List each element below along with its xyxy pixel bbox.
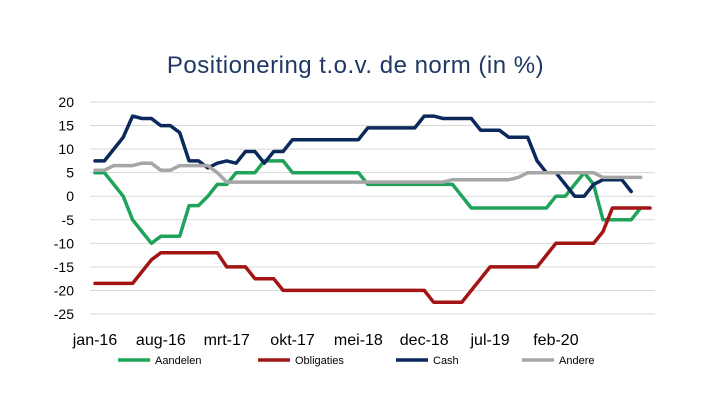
chart-title: Positionering t.o.v. de norm (in %) — [166, 52, 545, 79]
legend-label-aandelen: Aandelen — [155, 355, 202, 367]
y-tick-label: -25 — [54, 306, 74, 322]
y-tick-label: -10 — [54, 235, 74, 251]
legend-label-cash: Cash — [433, 355, 459, 367]
x-tick-label: aug-16 — [136, 332, 186, 349]
y-axis-ticks: 20 15 10 5 0 -5 -10 -15 -20 -25 — [54, 94, 74, 322]
legend-label-obligaties: Obligaties — [295, 355, 344, 367]
y-tick-label: 0 — [66, 188, 74, 204]
gridlines — [90, 101, 655, 315]
series-line-andere — [93, 161, 643, 184]
x-tick-label: jul-19 — [470, 332, 510, 349]
x-tick-label: okt-17 — [270, 332, 315, 349]
y-tick-label: 15 — [58, 118, 74, 134]
y-tick-label: -15 — [54, 259, 74, 275]
x-tick-label: jan-16 — [72, 332, 118, 349]
series-line-obligaties — [93, 206, 652, 304]
y-tick-label: -20 — [54, 282, 74, 298]
y-tick-label: 10 — [58, 141, 74, 157]
series-lines — [93, 114, 652, 304]
x-tick-label: dec-18 — [400, 332, 449, 349]
legend: Aandelen Obligaties Cash Andere — [118, 355, 594, 367]
legend-label-andere: Andere — [559, 355, 594, 367]
y-tick-label: 5 — [66, 165, 74, 181]
y-tick-label: -5 — [62, 212, 75, 228]
x-tick-label: mrt-17 — [204, 332, 250, 349]
x-axis-ticks: jan-16 aug-16 mrt-17 okt-17 mei-18 dec-18 jul-… — [72, 332, 579, 349]
series-line-cash — [93, 114, 633, 198]
y-tick-label: 20 — [58, 94, 74, 110]
series-line-aandelen — [93, 159, 643, 246]
x-tick-label: mei-18 — [334, 332, 383, 349]
x-tick-label: feb-20 — [533, 332, 578, 349]
